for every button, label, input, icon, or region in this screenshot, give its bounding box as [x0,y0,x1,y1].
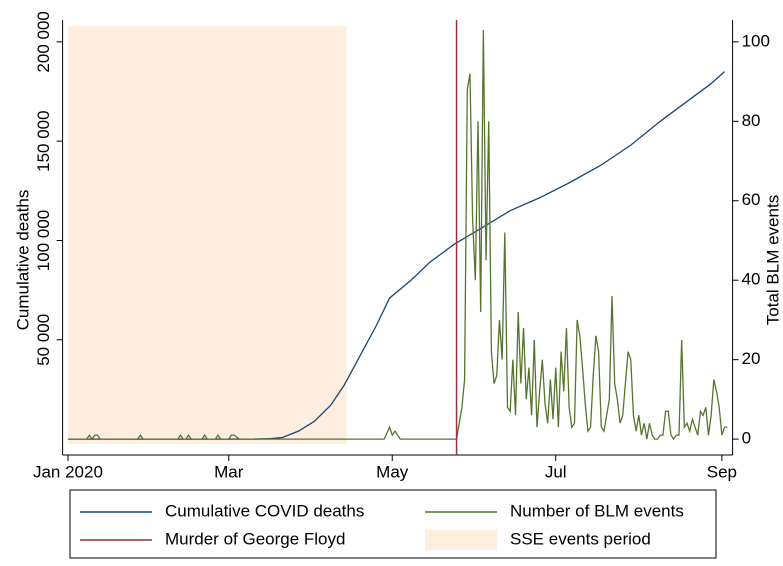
series-line [67,71,725,440]
y-tick-label: 50 000 [34,314,53,366]
x-tick-label: Jan 2020 [33,462,103,481]
legend-label: Murder of George Floyd [165,529,345,548]
x-tick-label: Mar [214,462,244,481]
span [67,26,347,444]
y-tick-label: 200 000 [34,11,53,72]
y2-tick-label: 0 [742,429,751,448]
legend-swatch [425,530,497,550]
y2-axis-title: Total BLM events [763,195,782,325]
legend-label: Cumulative COVID deaths [165,501,364,520]
x-tick-label: Jul [545,462,567,481]
series-line [67,29,728,441]
x-tick-label: Sep [707,462,737,481]
y2-tick-label: 80 [742,111,761,130]
y2-tick-label: 100 [742,31,770,50]
y-tick-label: 100 000 [34,210,53,271]
y2-tick-label: 20 [742,349,761,368]
y-tick-label: 150 000 [34,110,53,171]
x-tick-label: May [376,462,409,481]
y2-tick-label: 60 [742,190,761,209]
legend-label: Number of BLM events [510,501,684,520]
y2-tick-label: 40 [742,270,761,289]
y-axis-title: Cumulative deaths [13,190,32,331]
legend-label: SSE events period [510,529,651,548]
legend-box [69,489,717,559]
